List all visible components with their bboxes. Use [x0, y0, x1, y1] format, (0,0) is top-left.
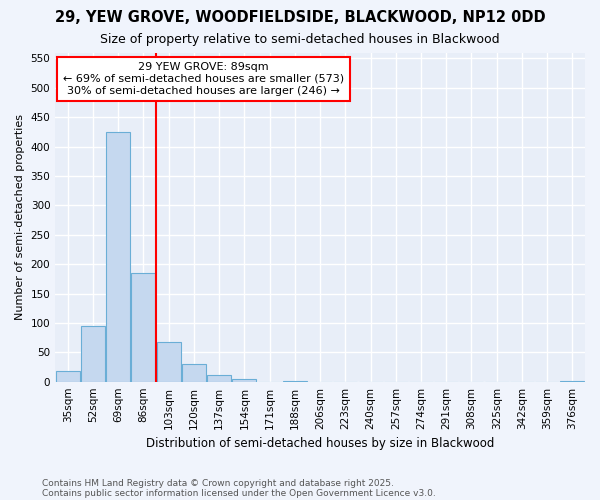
Bar [207, 374, 231, 382]
Bar [232, 378, 256, 382]
Bar [131, 273, 155, 382]
Text: Size of property relative to semi-detached houses in Blackwood: Size of property relative to semi-detach… [100, 32, 500, 46]
Text: Contains HM Land Registry data © Crown copyright and database right 2025.: Contains HM Land Registry data © Crown c… [42, 478, 394, 488]
Bar [81, 326, 105, 382]
Text: 29, YEW GROVE, WOODFIELDSIDE, BLACKWOOD, NP12 0DD: 29, YEW GROVE, WOODFIELDSIDE, BLACKWOOD,… [55, 10, 545, 25]
Text: Contains public sector information licensed under the Open Government Licence v3: Contains public sector information licen… [42, 488, 436, 498]
Bar [106, 132, 130, 382]
X-axis label: Distribution of semi-detached houses by size in Blackwood: Distribution of semi-detached houses by … [146, 437, 494, 450]
Bar [56, 371, 80, 382]
Text: 29 YEW GROVE: 89sqm
← 69% of semi-detached houses are smaller (573)
30% of semi-: 29 YEW GROVE: 89sqm ← 69% of semi-detach… [63, 62, 344, 96]
Bar [157, 342, 181, 382]
Bar [560, 381, 584, 382]
Y-axis label: Number of semi-detached properties: Number of semi-detached properties [15, 114, 25, 320]
Bar [283, 381, 307, 382]
Bar [182, 364, 206, 382]
